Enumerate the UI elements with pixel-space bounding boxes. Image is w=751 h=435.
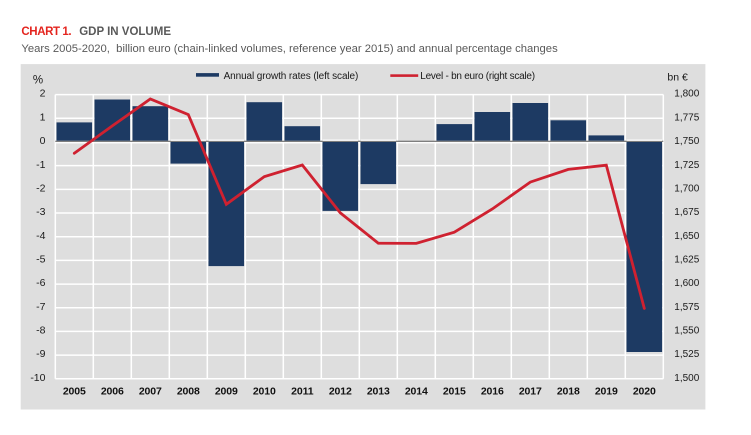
svg-text:2020: 2020 <box>633 385 656 397</box>
svg-text:1,650: 1,650 <box>674 231 699 242</box>
svg-text:%: % <box>33 74 43 86</box>
svg-text:1,575: 1,575 <box>674 302 699 313</box>
svg-text:-2: -2 <box>36 182 45 194</box>
svg-text:2019: 2019 <box>595 385 618 397</box>
svg-text:2018: 2018 <box>557 385 580 397</box>
svg-text:2017: 2017 <box>519 385 542 397</box>
svg-text:2014: 2014 <box>405 385 428 397</box>
svg-text:2005: 2005 <box>63 385 86 397</box>
svg-text:Level - bn euro (right scale): Level - bn euro (right scale) <box>420 71 534 82</box>
svg-text:-9: -9 <box>36 348 45 360</box>
svg-text:1,525: 1,525 <box>674 349 699 360</box>
svg-text:1,775: 1,775 <box>674 112 699 123</box>
svg-text:-6: -6 <box>36 277 45 289</box>
svg-text:Years 2005-2020, billion euro: Years 2005-2020, billion euro (chain-lin… <box>21 43 558 55</box>
svg-text:2013: 2013 <box>367 385 390 397</box>
svg-text:1,600: 1,600 <box>674 278 699 289</box>
svg-text:1,750: 1,750 <box>674 136 699 147</box>
svg-text:bn €: bn € <box>667 71 688 83</box>
svg-text:2: 2 <box>40 88 46 100</box>
svg-text:1: 1 <box>40 111 46 123</box>
svg-text:Annual growth rates (left scal: Annual growth rates (left scale) <box>224 71 359 82</box>
svg-text:-10: -10 <box>30 372 45 384</box>
svg-text:1,625: 1,625 <box>674 255 699 266</box>
svg-text:1,550: 1,550 <box>674 326 699 337</box>
svg-text:2015: 2015 <box>443 385 466 397</box>
svg-text:2016: 2016 <box>481 385 504 397</box>
svg-text:-3: -3 <box>36 206 45 218</box>
svg-text:0: 0 <box>40 135 46 147</box>
svg-text:2006: 2006 <box>101 385 124 397</box>
svg-text:2011: 2011 <box>291 385 314 397</box>
svg-text:CHART 1.GDP IN VOLUME: CHART 1. GDP IN VOLUME <box>21 26 171 38</box>
svg-text:2009: 2009 <box>215 385 238 397</box>
svg-text:1,725: 1,725 <box>674 160 699 171</box>
svg-text:1,500: 1,500 <box>674 373 699 384</box>
svg-text:-7: -7 <box>36 301 45 313</box>
svg-text:2008: 2008 <box>177 385 200 397</box>
svg-text:-4: -4 <box>36 230 45 242</box>
svg-text:-5: -5 <box>36 254 45 266</box>
svg-text:-8: -8 <box>36 325 45 337</box>
svg-text:-1: -1 <box>36 159 45 171</box>
svg-text:1,675: 1,675 <box>674 207 699 218</box>
svg-text:1,800: 1,800 <box>674 89 699 100</box>
svg-text:2012: 2012 <box>329 385 352 397</box>
svg-text:2007: 2007 <box>139 385 162 397</box>
svg-text:1,700: 1,700 <box>674 183 699 194</box>
svg-text:2010: 2010 <box>253 385 276 397</box>
